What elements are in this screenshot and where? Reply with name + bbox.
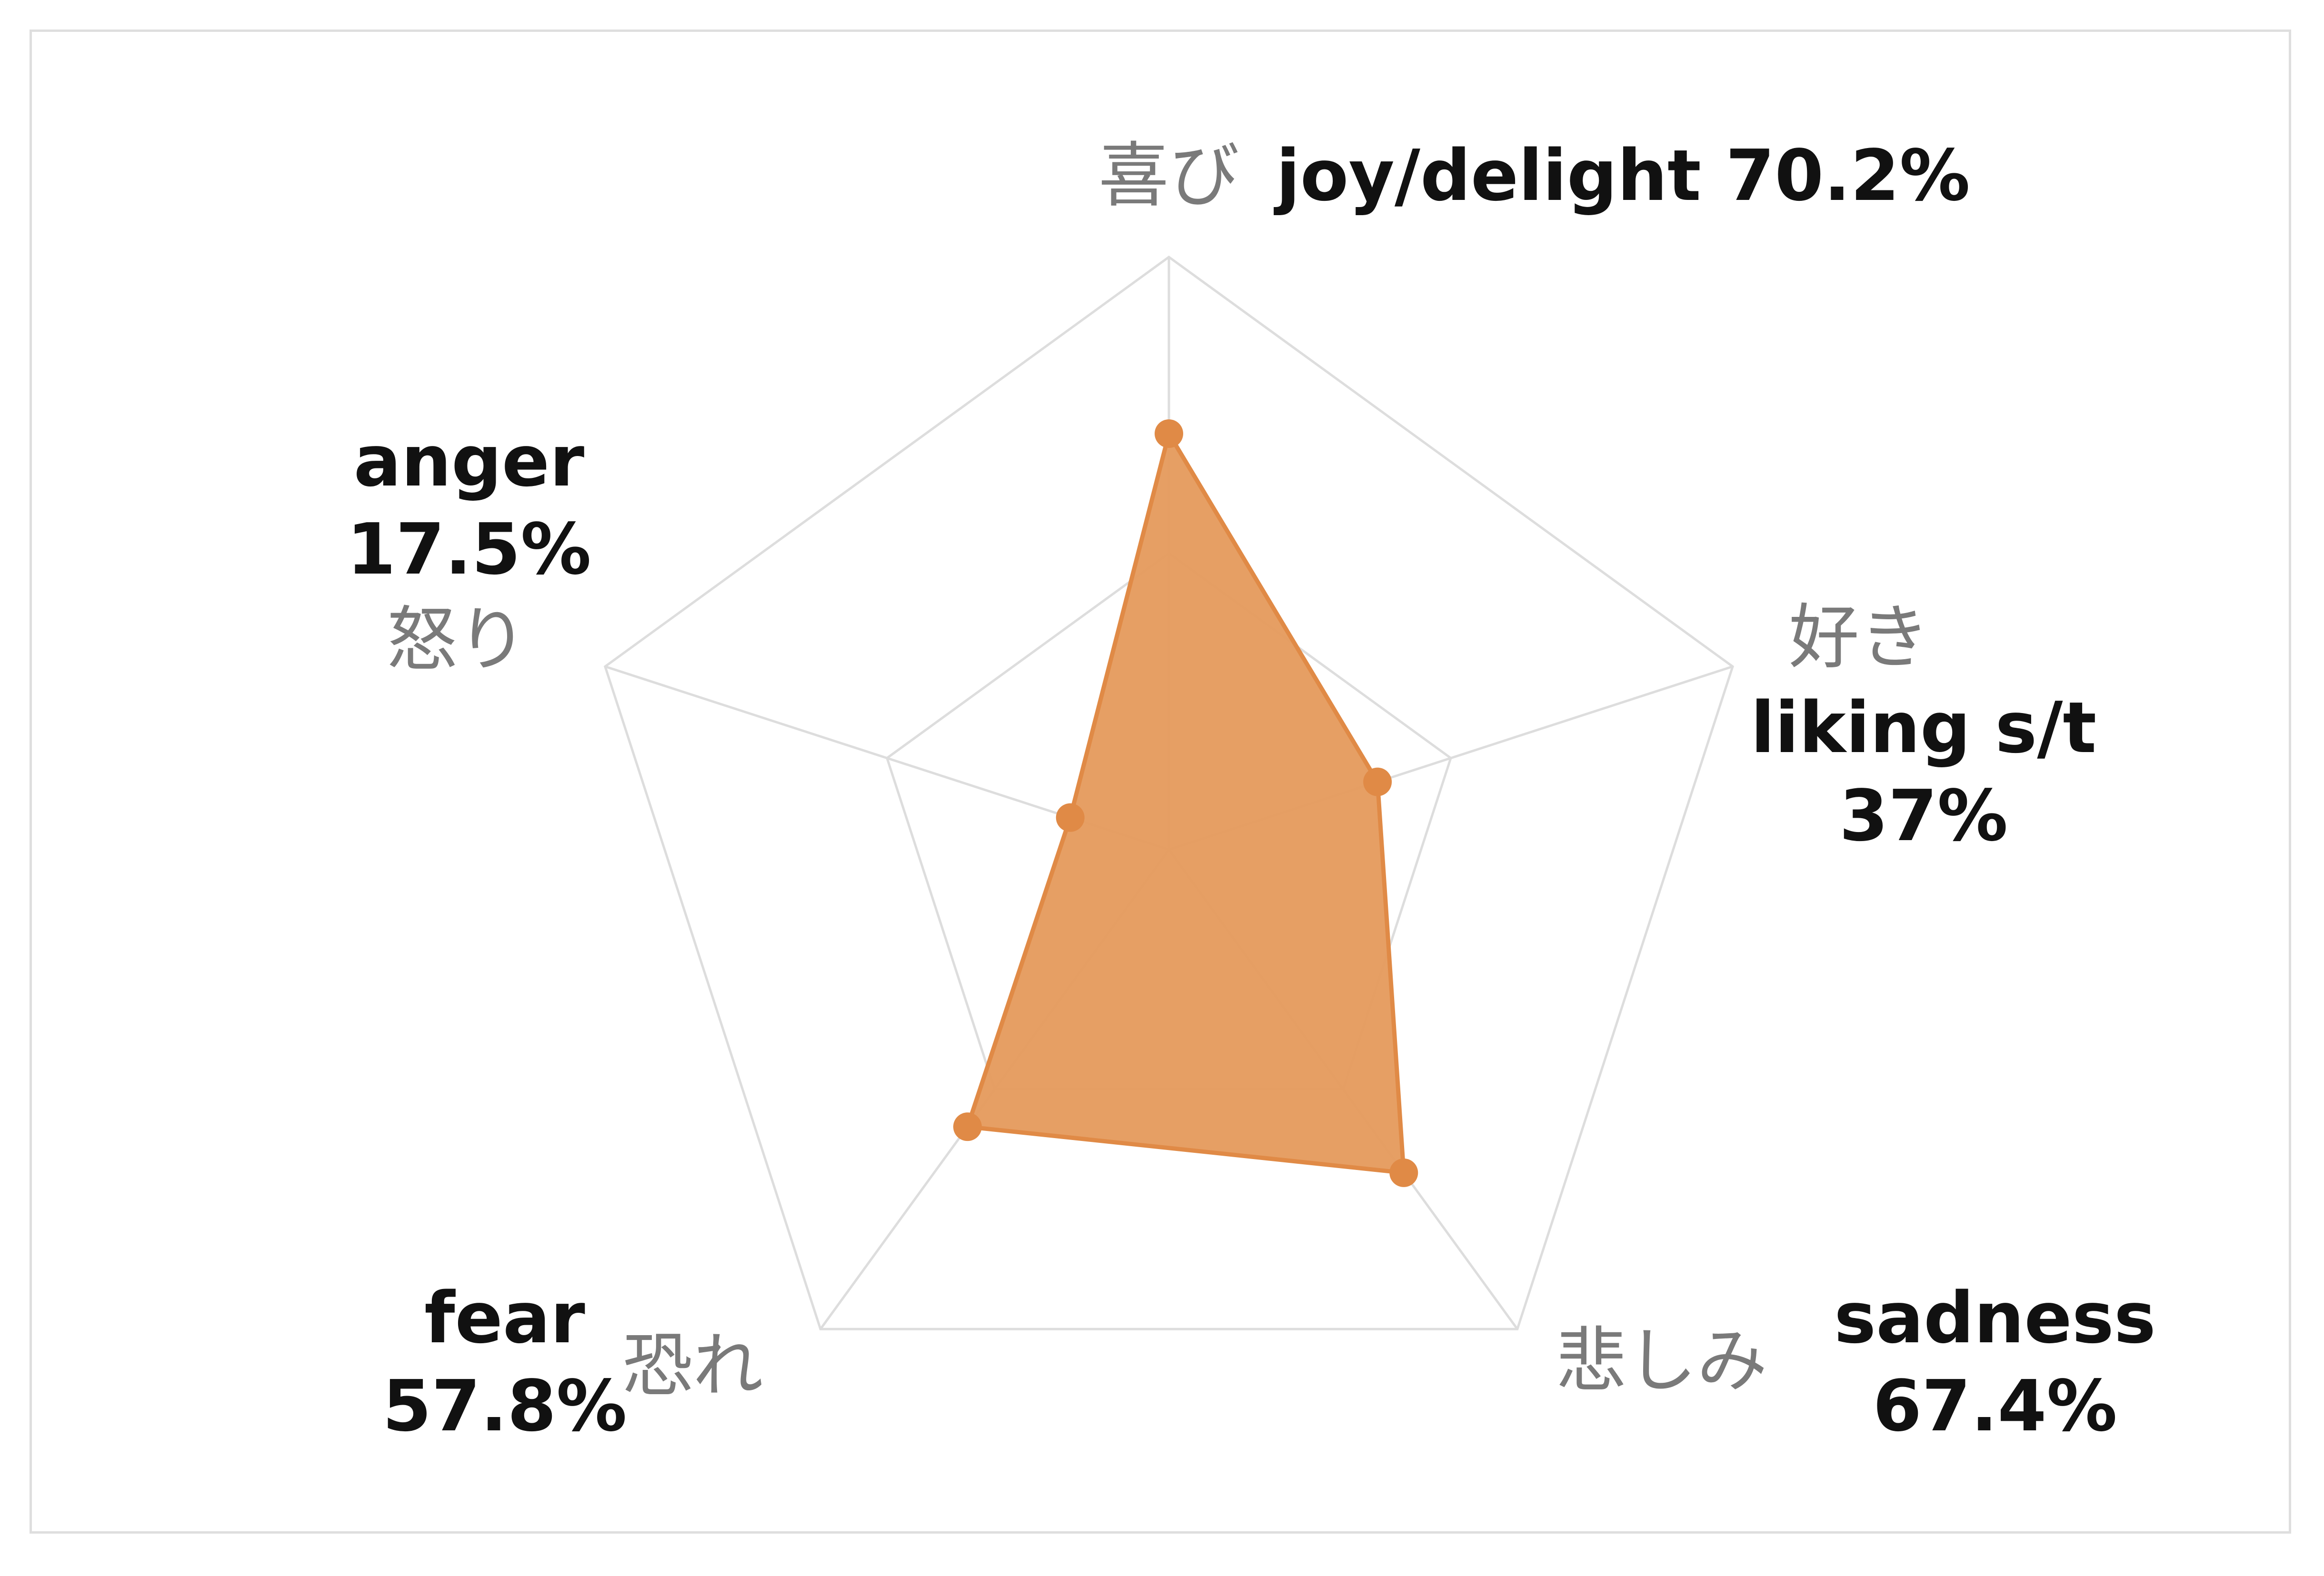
axis-label-en-anger-1: 17.5% <box>347 508 591 590</box>
axis-label-en-anger-0: anger <box>354 420 585 502</box>
data-point-sadness <box>1389 1158 1418 1187</box>
radar-series <box>953 419 1418 1187</box>
axis-label-jp-fear: 恐れ <box>622 1325 763 1407</box>
axis-label-en-fear-1: 57.8% <box>382 1365 627 1447</box>
data-point-anger <box>1056 803 1085 832</box>
axis-label-en-joy-0: joy/delight 70.2% <box>1274 135 1970 217</box>
axis-label-en-liking-0: liking s/t <box>1751 687 2096 769</box>
grid-ring-100 <box>603 255 1735 1330</box>
data-point-fear <box>953 1112 982 1141</box>
axis-label-en-sadness-0: sadness <box>1834 1277 2156 1359</box>
axis-label-en-liking-1: 37% <box>1839 775 2008 857</box>
axis-label-jp-joy: 喜び <box>1098 135 1239 217</box>
axis-label-en-fear-0: fear <box>424 1277 585 1359</box>
data-point-joy <box>1155 419 1183 448</box>
axis-labels: 喜び joy/delight 70.2% 好き liking s/t37% 悲しみ sad… <box>347 135 2156 1447</box>
axis-label-jp-anger: 怒り <box>387 599 528 681</box>
axis-label-jp-liking: 好き <box>1789 596 1930 678</box>
axis-label-jp-sadness: 悲しみ <box>1556 1320 1767 1402</box>
data-point-liking <box>1363 767 1392 796</box>
axis-label-en-sadness-1: 67.4% <box>1873 1365 2117 1447</box>
series-area <box>965 431 1406 1175</box>
